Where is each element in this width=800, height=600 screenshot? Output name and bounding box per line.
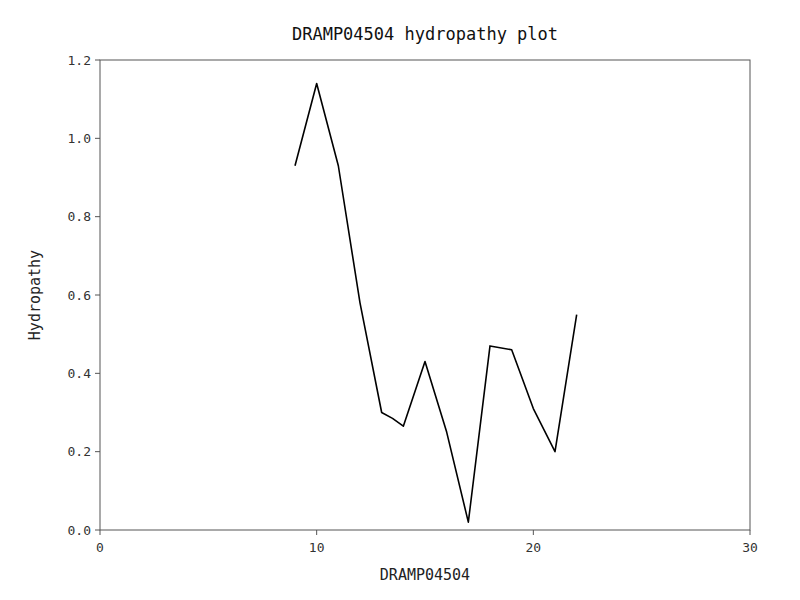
x-tick <box>533 530 534 535</box>
chart-container: 0 10 20 30 0.0 0.2 0.4 0.6 0.8 1.0 1.2 DRAMP04504 h… <box>0 0 800 600</box>
y-tick <box>95 295 100 296</box>
y-tick <box>95 216 100 217</box>
y-tick-label: 0.0 <box>68 523 91 538</box>
y-tick <box>95 373 100 374</box>
y-tick-label: 0.8 <box>68 209 91 224</box>
x-tick <box>100 530 101 535</box>
ticks: 0 10 20 30 0.0 0.2 0.4 0.6 0.8 1.0 1.2 <box>68 53 758 556</box>
plot-frame <box>100 60 750 530</box>
x-tick-label: 20 <box>526 540 542 555</box>
y-tick-label: 1.0 <box>68 131 91 146</box>
x-tick-label: 0 <box>96 540 104 555</box>
data-line <box>295 84 577 523</box>
plot-area <box>295 84 577 523</box>
x-tick-label: 10 <box>309 540 325 555</box>
chart-title: DRAMP04504 hydropathy plot <box>292 24 558 44</box>
y-tick <box>95 138 100 139</box>
y-tick <box>95 60 100 61</box>
x-tick <box>750 530 751 535</box>
y-tick-label: 0.4 <box>68 366 92 381</box>
y-tick-label: 0.6 <box>68 288 91 303</box>
y-tick-label: 1.2 <box>68 53 91 68</box>
y-tick <box>95 451 100 452</box>
x-tick <box>316 530 317 535</box>
y-tick <box>95 530 100 531</box>
chart: 0 10 20 30 0.0 0.2 0.4 0.6 0.8 1.0 1.2 DRAMP04504 h… <box>0 0 800 600</box>
y-tick-label: 0.2 <box>68 444 91 459</box>
x-axis-label: DRAMP04504 <box>380 566 470 584</box>
y-axis-label: Hydropathy <box>26 250 44 340</box>
x-tick-label: 30 <box>742 540 758 555</box>
